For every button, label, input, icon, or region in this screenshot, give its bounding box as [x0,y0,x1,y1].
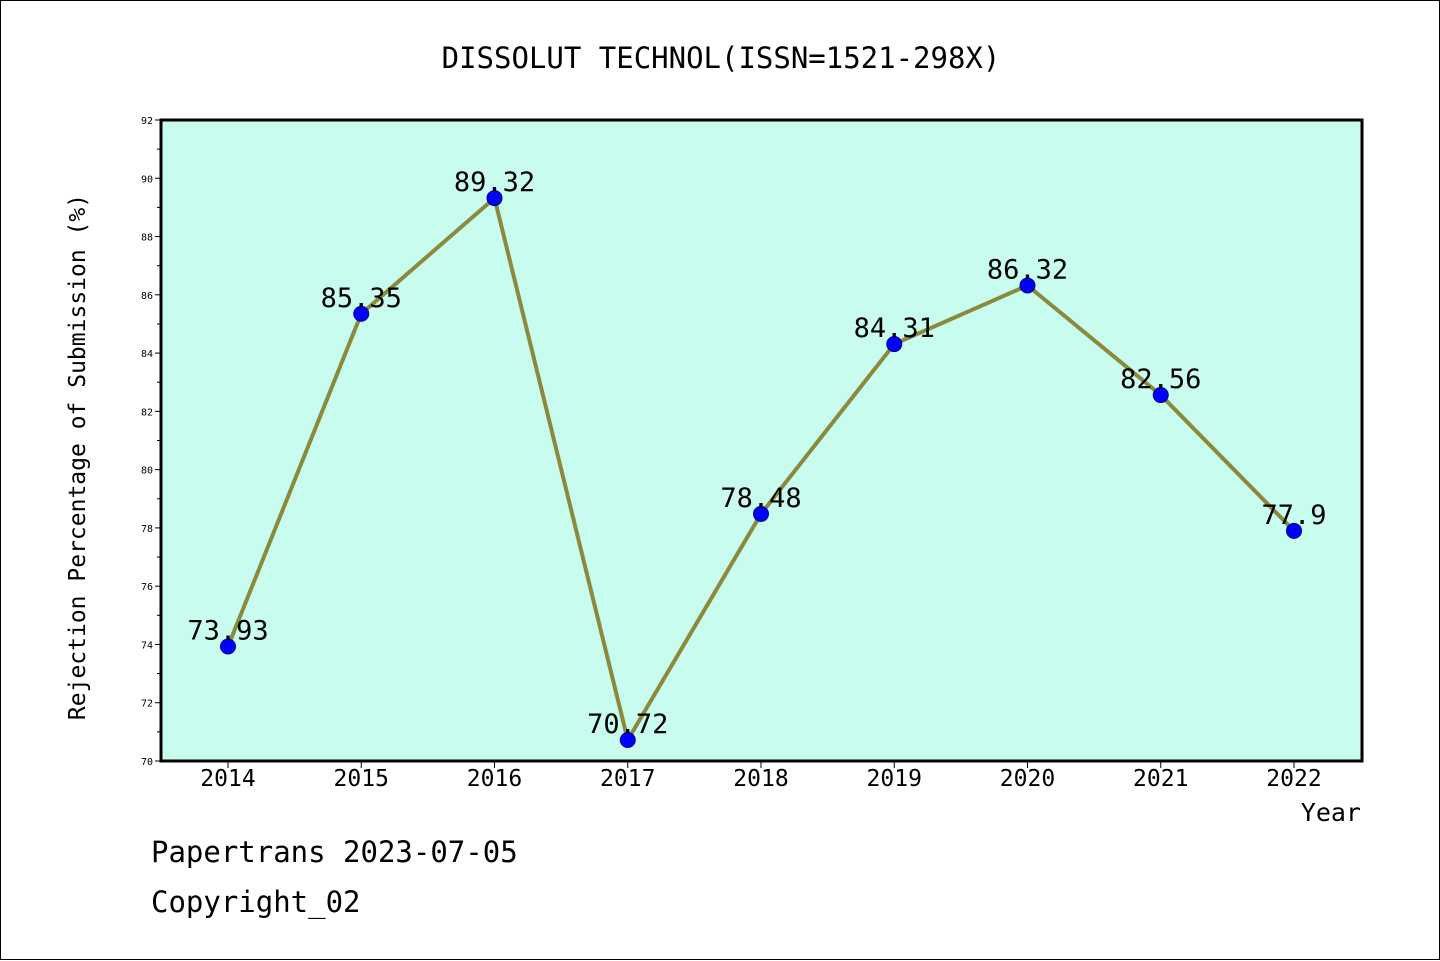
y-tick-label: 84 [141,349,153,360]
data-point-marker [1152,387,1169,404]
data-label: 70.72 [587,709,668,740]
data-point-marker [886,336,903,353]
data-label: 89.32 [454,167,535,198]
data-label: 77.9 [1261,500,1326,531]
data-point-marker [1019,277,1036,294]
data-point-marker [220,638,236,655]
data-labels-layer: 73.93 85.35 89.32 70.72 78.48 84.31 86.32 82.56… [187,167,1326,740]
x-tick-label: 2021 [1133,766,1188,792]
x-tick-label: 2022 [1266,766,1321,792]
x-tick-label: 2018 [733,766,788,792]
data-label: 86.32 [987,254,1068,285]
y-tick-label: 76 [141,582,153,593]
series-line-layer [220,190,1302,749]
plot-area [161,120,1362,761]
data-point-marker [486,190,503,207]
y-tick-label: 90 [141,174,153,185]
data-label: 73.93 [187,615,268,646]
y-axis-label: Rejection Percentage of Submission (%) [65,194,91,720]
y-tick-label: 78 [141,524,153,535]
x-axis-label: Year [1301,798,1361,827]
chart-title: DISSOLUT TECHNOL(ISSN=1521-298X) [442,41,1001,75]
x-tick-label: 2017 [600,766,655,792]
x-tick-label: 2014 [200,766,255,792]
y-tick-label: 80 [141,466,153,477]
x-tick-label: 2019 [867,766,922,792]
x-tick-label: 2015 [334,766,389,792]
data-point-marker [753,505,769,522]
y-tick-label: 72 [141,699,153,710]
axes: 70 72 74 76 78 80 82 84 86 88 90 92 2014 2015 2016 2017… [141,116,1322,792]
footer-credit: Papertrans 2023-07-05 [151,835,518,869]
x-tick-label: 2020 [1000,766,1055,792]
plot-frame [159,118,1364,763]
y-tick-label: 86 [141,291,153,302]
y-tick-label: 82 [141,407,153,418]
data-label: 82.56 [1120,364,1201,395]
x-tick-label: 2016 [467,766,522,792]
y-tick-label: 92 [141,116,153,127]
data-label: 78.48 [720,483,801,514]
data-point-marker [619,732,636,749]
y-tick-label: 88 [141,233,153,244]
data-label: 85.35 [321,283,402,314]
y-tick-label: 74 [141,640,153,651]
footer-copyright: Copyright_02 [151,885,361,919]
data-point-marker [353,305,370,322]
y-tick-label: 70 [141,757,153,768]
data-point-marker [1286,522,1302,539]
data-label: 84.31 [854,313,935,344]
